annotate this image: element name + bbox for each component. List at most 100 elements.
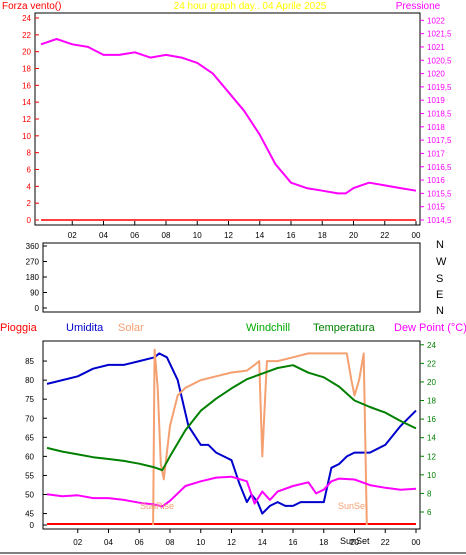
- wind-axis-label: Forza vento(): [2, 1, 61, 12]
- time-tick-label: 08: [162, 231, 171, 240]
- sunset-label: SunSet: [338, 501, 368, 511]
- wind-tick-label: 10: [22, 132, 31, 141]
- wind-tick-label: 0: [27, 216, 32, 225]
- time-tick-label: 06: [130, 231, 139, 240]
- time-tick-label: 02: [68, 231, 77, 240]
- pressure-tick-label: 1020,5: [427, 56, 452, 65]
- pressure-tick-label: 1021,5: [427, 30, 452, 39]
- panel-wind-direction: [42, 242, 421, 313]
- pressure-tick-label: 1019,5: [427, 83, 452, 92]
- compass-label: S: [436, 273, 443, 285]
- time-tick-label: 18: [319, 538, 328, 547]
- pressure-tick-label: 1018: [427, 123, 445, 132]
- time-tick-label: 16: [289, 538, 298, 547]
- pressure-tick-label: 1015: [427, 203, 445, 212]
- direction-tick-label: 180: [26, 273, 40, 282]
- legend-pioggia: Pioggia: [0, 322, 38, 334]
- compass-label: E: [436, 289, 443, 301]
- time-tick-label: 04: [104, 538, 113, 547]
- sunrise-label: SunRise: [140, 501, 174, 511]
- time-tick-label: 12: [224, 231, 233, 240]
- wind-tick-label: 16: [22, 81, 31, 90]
- humidity-tick-label: 60: [25, 452, 34, 461]
- pressure-axis-label: Pressione: [396, 1, 441, 12]
- wind-tick-label: 14: [22, 98, 31, 107]
- time-tick-label: 18: [318, 231, 327, 240]
- compass-label: N: [436, 305, 444, 317]
- temperature-line: [46, 364, 417, 472]
- panel-wind-pressure: [34, 12, 421, 226]
- wind-tick-label: 6: [27, 166, 32, 175]
- solar-line: [152, 348, 368, 526]
- panel3-ticks: 0 45 50 55 60 65 70 75 80 85 6 8 10 12 14 16 18 20 22 24 02 0…: [25, 341, 436, 547]
- humidity-tick-label: 50: [25, 491, 34, 500]
- pressure-tick-label: 1018,5: [427, 110, 452, 119]
- time-tick-label: 12: [227, 538, 236, 547]
- pressure-tick-label: 1016: [427, 176, 445, 185]
- pressure-tick-label: 1019: [427, 96, 445, 105]
- temp-tick-label: 18: [427, 397, 436, 406]
- time-tick-label: 20: [350, 538, 359, 547]
- legend-temperatura: Temperatura: [313, 322, 376, 334]
- direction-tick-label: 360: [26, 242, 40, 251]
- panel1-series: [40, 38, 417, 221]
- direction-tick-label: 90: [30, 289, 39, 298]
- temp-tick-label: 10: [427, 471, 436, 480]
- time-tick-label: 20: [349, 231, 358, 240]
- pressure-tick-label: 1020: [427, 70, 445, 79]
- time-tick-label: 02: [73, 538, 82, 547]
- time-tick-label: 08: [166, 538, 175, 547]
- compass-label: W: [436, 256, 447, 268]
- temp-tick-label: 12: [427, 452, 436, 461]
- pressure-tick-label: 1014,5: [427, 216, 452, 225]
- sunset-axis-label: SunSet: [340, 536, 370, 546]
- legend-windchill: Windchill: [246, 322, 290, 334]
- pressure-tick-label: 1022: [427, 16, 445, 25]
- temp-tick-label: 16: [427, 415, 436, 424]
- time-tick-label: 00: [412, 231, 421, 240]
- wind-tick-label: 22: [22, 31, 31, 40]
- time-tick-label: 14: [255, 231, 264, 240]
- compass-label: N: [436, 239, 444, 251]
- time-tick-label: 22: [381, 538, 390, 547]
- temp-tick-label: 20: [427, 378, 436, 387]
- time-tick-label: 10: [193, 231, 202, 240]
- time-tick-label: 00: [412, 538, 421, 547]
- temp-tick-label: 24: [427, 341, 436, 350]
- direction-tick-label: 270: [26, 258, 40, 267]
- pressure-tick-label: 1015,5: [427, 189, 452, 198]
- pressure-line: [40, 38, 417, 195]
- humidity-tick-label: 80: [25, 376, 34, 385]
- humidity-tick-label: 65: [25, 433, 34, 442]
- panel3-series: [46, 348, 417, 526]
- humidity-tick-label: 70: [25, 414, 34, 423]
- direction-tick-label: 0: [35, 304, 40, 313]
- temp-tick-label: 8: [427, 489, 432, 498]
- wind-tick-label: 20: [22, 48, 31, 57]
- panel1-ticks: 0246810121416182022241014,510151015,5101…: [22, 14, 452, 240]
- chart-title: 24 hour graph day.. 04 Aprile 2025: [174, 1, 327, 12]
- humidity-tick-label: 75: [25, 395, 34, 404]
- legend-solar: Solar: [118, 322, 144, 334]
- dewpoint-line: [46, 475, 417, 508]
- temp-tick-label: 14: [427, 434, 436, 443]
- wind-tick-label: 24: [22, 14, 31, 23]
- time-tick-label: 04: [99, 231, 108, 240]
- pressure-tick-label: 1017: [427, 149, 445, 158]
- wind-tick-label: 18: [22, 65, 31, 74]
- humidity-tick-label: 45: [25, 510, 34, 519]
- pressure-tick-label: 1016,5: [427, 163, 452, 172]
- wind-tick-label: 2: [27, 199, 32, 208]
- time-tick-label: 14: [258, 538, 267, 547]
- time-tick-label: 06: [135, 538, 144, 547]
- time-tick-label: 16: [287, 231, 296, 240]
- legend-dewpoint: Dew Point (°C): [394, 322, 466, 334]
- humidity-tick-label: 55: [25, 471, 34, 480]
- wind-tick-label: 8: [27, 149, 32, 158]
- humidity-tick-label: 85: [25, 357, 34, 366]
- pressure-tick-label: 1021: [427, 43, 445, 52]
- temp-tick-label: 6: [427, 508, 432, 517]
- time-tick-label: 10: [196, 538, 205, 547]
